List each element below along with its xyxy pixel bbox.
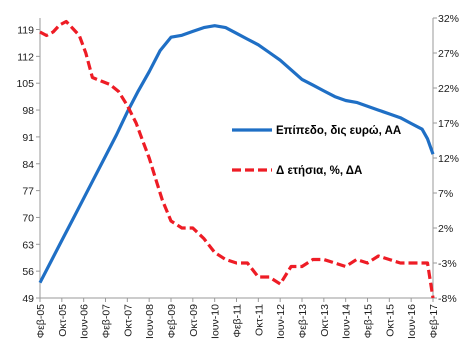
x-tick-label: Φεβ-05 (35, 304, 47, 338)
x-tick-label: Οκτ-13 (319, 304, 331, 337)
x-tick-label: Φεβ-07 (101, 304, 113, 338)
left-tick-label: 70 (22, 212, 34, 224)
legend: Επίπεδο, δις ευρώ, ΑΑ Δ ετήσια, %, ΔΑ (232, 125, 401, 177)
x-tick-label: Ιουν-16 (406, 304, 418, 339)
legend-label-annual-change: Δ ετήσια, %, ΔΑ (276, 165, 362, 177)
x-tick-label: Φεβ-15 (363, 304, 375, 338)
right-tick-label: 27% (438, 48, 459, 60)
x-axis-ticks: Φεβ-05 Οκτ-05 Ιουν-06 Φεβ-07 Οκτ-07 Ιουν-08 Φε… (35, 298, 440, 339)
series-group (38, 19, 435, 299)
left-tick-label: 112 (17, 51, 34, 63)
right-tick-label: 2% (438, 223, 453, 235)
x-tick-label: Οκτ-15 (384, 304, 396, 337)
x-tick-label: Οκτ-05 (57, 304, 69, 337)
x-tick-label: Οκτ-09 (188, 304, 200, 337)
left-tick-label: 84 (22, 159, 34, 171)
x-tick-label: Ιουν-12 (275, 304, 287, 339)
right-axis-ticks: -8% -3% 2% 7% 12% 17% 22% 27% 32% (433, 13, 459, 305)
left-tick-label: 98 (22, 105, 34, 117)
x-tick-label: Φεβ-11 (232, 304, 244, 338)
right-tick-label: 7% (438, 188, 453, 200)
right-tick-label: 32% (438, 13, 459, 25)
left-axis-ticks: 49 56 63 70 77 84 91 98 105 112 119 (16, 25, 40, 305)
right-tick-label: 12% (438, 153, 459, 165)
x-tick-label: Ιουν-10 (210, 304, 222, 339)
x-tick-label: Ιουν-14 (341, 304, 353, 339)
x-tick-label: Οκτ-07 (122, 304, 134, 337)
x-tick-label: Φεβ-17 (428, 304, 440, 338)
right-tick-label: 22% (438, 83, 459, 95)
left-tick-label: 119 (17, 25, 34, 37)
left-tick-label: 77 (22, 186, 34, 198)
x-tick-label: Φεβ-09 (166, 304, 178, 338)
left-tick-label: 105 (16, 78, 34, 90)
right-tick-label: 17% (438, 118, 459, 130)
axes (39, 18, 434, 299)
left-tick-label: 49 (22, 293, 34, 305)
left-tick-label: 63 (22, 239, 34, 251)
x-tick-label: Οκτ-11 (253, 304, 265, 336)
x-tick-label: Ιουν-08 (144, 304, 156, 339)
series-line-level (38, 24, 435, 284)
right-tick-label: -3% (438, 258, 457, 270)
right-tick-label: -8% (438, 293, 457, 305)
x-tick-label: Ιουν-06 (79, 304, 91, 339)
series-line-annual-change (39, 19, 435, 299)
x-tick-label: Φεβ-13 (297, 304, 309, 338)
left-tick-label: 91 (22, 132, 34, 144)
left-tick-label: 56 (22, 266, 34, 278)
legend-label-level: Επίπεδο, δις ευρώ, ΑΑ (276, 125, 401, 137)
